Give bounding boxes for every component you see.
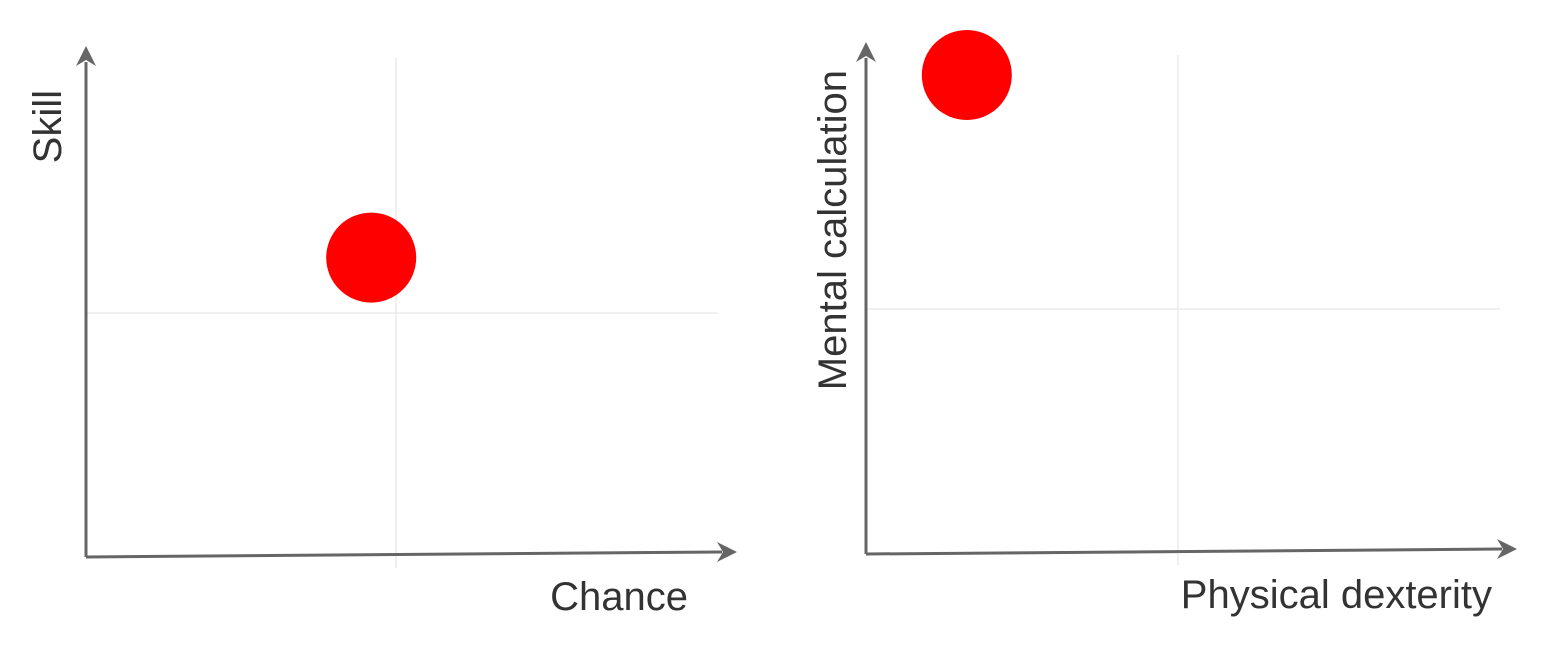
y-axis-arrow-icon bbox=[76, 46, 96, 66]
x-axis-label: Chance bbox=[550, 575, 688, 619]
x-axis-arrow-icon bbox=[717, 542, 737, 562]
x-axis bbox=[85, 550, 723, 559]
data-points bbox=[326, 212, 417, 303]
x-axis-arrow-icon bbox=[1497, 539, 1517, 559]
data-points bbox=[921, 30, 1012, 120]
chart-mental-vs-physical: Mental calculation Physical dexterity bbox=[811, 30, 1517, 617]
y-axis-arrow-icon bbox=[856, 42, 876, 62]
chart-skill-vs-chance: Skill Chance bbox=[26, 46, 737, 619]
x-axis-label: Physical dexterity bbox=[1181, 573, 1492, 617]
data-point bbox=[326, 212, 417, 303]
y-axis-label: Skill bbox=[26, 90, 70, 163]
data-point bbox=[921, 30, 1012, 120]
x-axis bbox=[865, 547, 1503, 556]
y-axis-label: Mental calculation bbox=[811, 70, 855, 390]
